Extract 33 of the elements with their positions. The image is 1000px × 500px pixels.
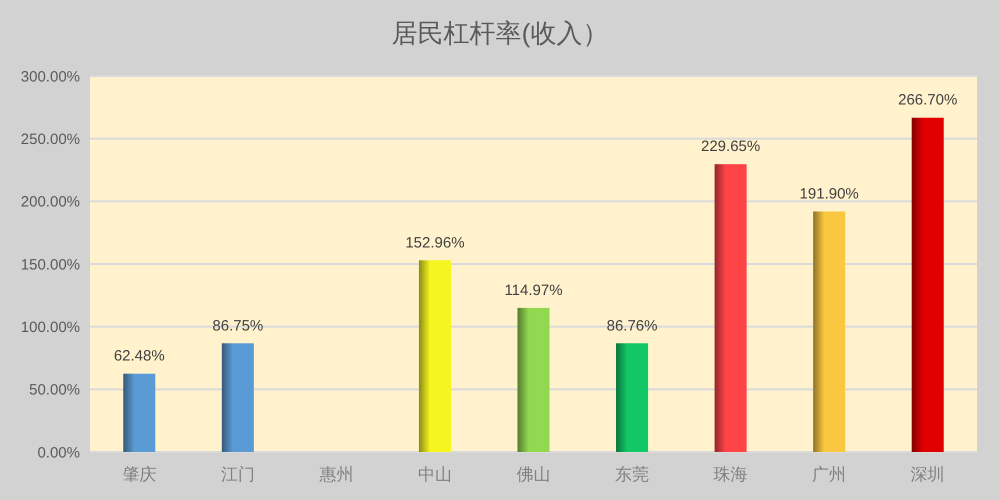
x-tick-label: 广州 <box>812 465 846 484</box>
y-tick-label: 0.00% <box>37 444 80 462</box>
data-label: 114.97% <box>504 282 563 299</box>
bar <box>222 343 254 452</box>
x-tick-label: 东莞 <box>615 465 650 484</box>
x-tick-label: 佛山 <box>516 465 550 484</box>
y-tick-label: 100.00% <box>20 318 80 336</box>
chart-title: 居民杠杆率(收入） <box>392 18 608 48</box>
x-tick-label: 惠州 <box>318 465 354 484</box>
bar <box>616 343 648 452</box>
data-label: 62.48% <box>114 348 165 365</box>
data-label: 191.90% <box>800 185 859 202</box>
bar <box>813 211 846 452</box>
data-label: 229.65% <box>701 138 760 156</box>
x-tick-label: 珠海 <box>714 465 748 484</box>
y-tick-label: 300.00% <box>20 68 80 86</box>
x-tick-label: 江门 <box>220 465 255 484</box>
bar <box>418 260 451 452</box>
bar <box>912 118 944 452</box>
x-tick-label: 肇庆 <box>122 465 156 484</box>
x-tick-label: 深圳 <box>910 465 945 484</box>
bar <box>517 308 550 452</box>
y-tick-label: 50.00% <box>29 382 80 399</box>
bar <box>123 374 156 452</box>
y-tick-label: 150.00% <box>20 256 80 274</box>
data-label: 266.70% <box>898 92 958 109</box>
data-label: 86.76% <box>606 317 658 334</box>
bar <box>714 164 747 452</box>
data-label: 152.96% <box>405 234 465 252</box>
y-tick-label: 200.00% <box>20 194 80 211</box>
y-tick-label: 250.00% <box>20 130 80 148</box>
data-label: 86.75% <box>212 317 264 334</box>
x-tick-label: 中山 <box>418 465 452 484</box>
